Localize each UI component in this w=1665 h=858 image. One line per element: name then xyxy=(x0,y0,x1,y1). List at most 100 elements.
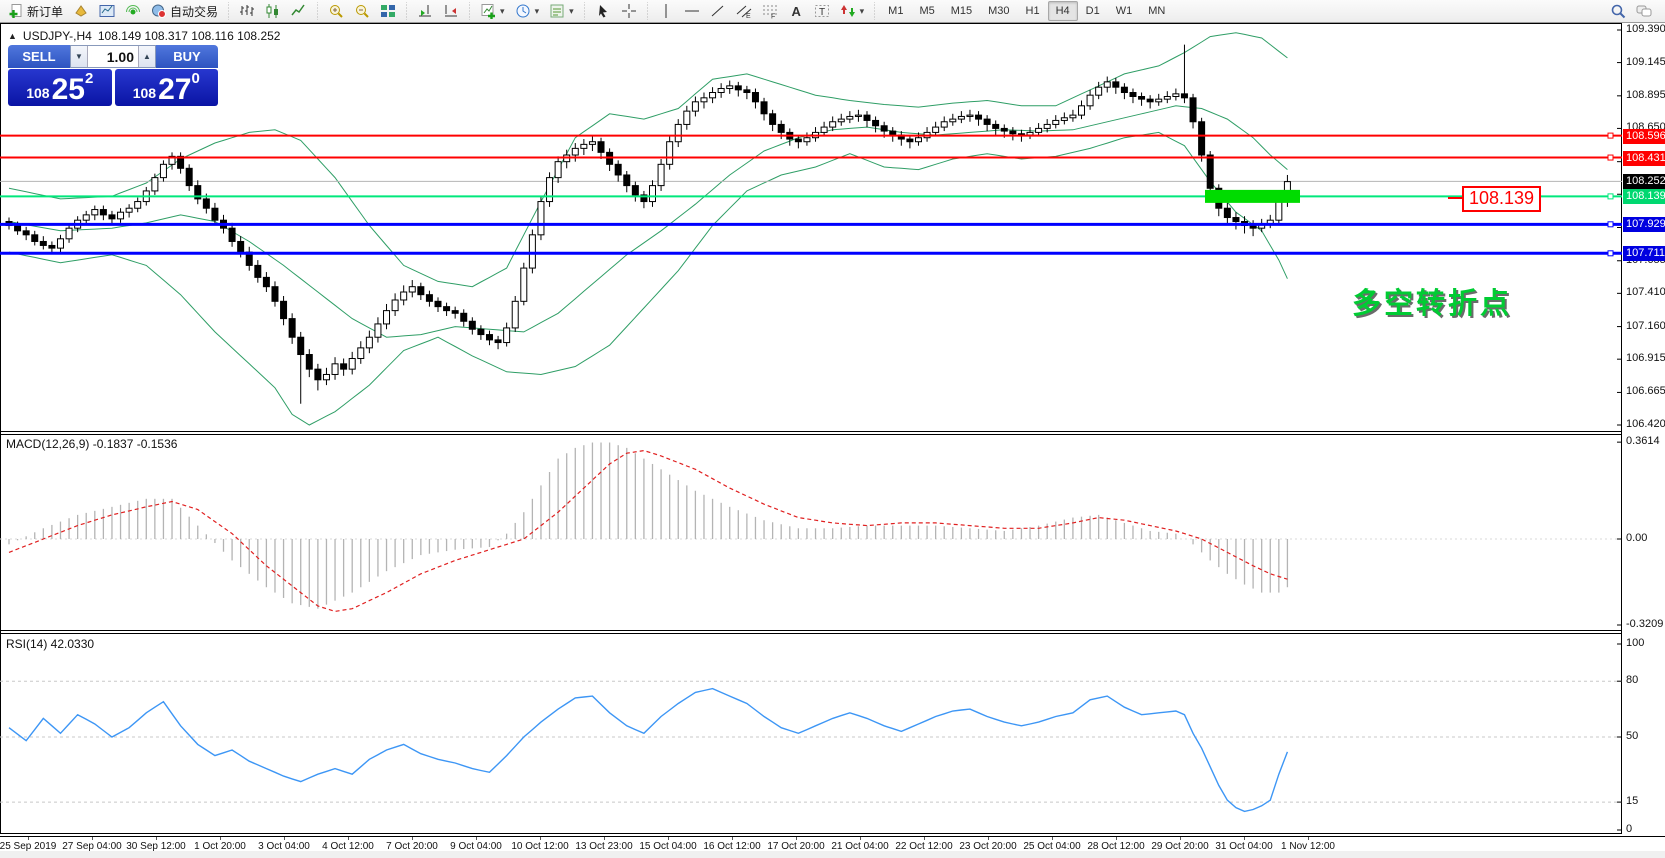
price-level-badge: 108.596 xyxy=(1623,128,1665,144)
periods-button[interactable]: ▾ xyxy=(510,1,545,21)
candle-body xyxy=(185,167,193,187)
timeframe-W1[interactable]: W1 xyxy=(1115,5,1133,17)
collapse-marker-icon[interactable]: ▲ xyxy=(8,31,17,41)
search-button[interactable] xyxy=(1605,1,1631,21)
time-axis-tick xyxy=(924,837,925,840)
price-axis-tick: 106.665 xyxy=(1626,385,1665,398)
line-chart-button[interactable] xyxy=(286,1,312,21)
text-icon: A xyxy=(791,4,801,19)
candle-body xyxy=(640,194,648,203)
crosshair-button[interactable] xyxy=(616,1,642,21)
chart-window-icon xyxy=(99,5,115,17)
sell-price-display[interactable]: 108 25 2 xyxy=(8,69,112,106)
candle-body xyxy=(571,147,579,156)
time-axis-label: 31 Oct 04:00 xyxy=(1215,841,1273,852)
level-endpoint-marker xyxy=(1607,221,1614,228)
candle-body xyxy=(391,299,399,312)
signal-icon xyxy=(126,5,141,15)
candle-body xyxy=(546,177,554,203)
price-tag-label[interactable]: 108.139 xyxy=(1462,186,1542,212)
timeframe-MN[interactable]: MN xyxy=(1148,5,1166,17)
candle-body xyxy=(1163,96,1171,100)
time-axis-tick xyxy=(860,837,861,840)
chart-window-button[interactable] xyxy=(94,1,120,21)
price-axis-tick: -0.3209 xyxy=(1626,618,1664,630)
toolbar-group: E F A T ▾ xyxy=(652,0,871,22)
auto-scroll-button[interactable] xyxy=(412,1,438,21)
candle-body xyxy=(177,155,185,169)
volume-input[interactable] xyxy=(88,46,138,67)
chart-canvas[interactable] xyxy=(0,23,1623,836)
svg-text:E: E xyxy=(746,13,751,19)
price-level-badge: 108.139 xyxy=(1623,189,1665,205)
horizontal-line-button[interactable] xyxy=(679,1,705,21)
bar-chart-button[interactable] xyxy=(234,1,260,21)
timeframe-H1[interactable]: H1 xyxy=(1025,5,1040,17)
chart-area[interactable] xyxy=(0,23,1623,836)
time-axis-label: 3 Oct 04:00 xyxy=(258,841,310,852)
arrows-button[interactable]: ▾ xyxy=(835,1,870,21)
highlight-zone xyxy=(1205,189,1300,203)
buy-button[interactable]: BUY xyxy=(156,45,218,68)
price-level-badge: 107.929 xyxy=(1623,217,1665,233)
timeframe-M5[interactable]: M5 xyxy=(919,5,935,17)
candle-body xyxy=(151,177,159,192)
templates-button[interactable]: ▾ xyxy=(544,1,579,21)
candle-body xyxy=(314,368,322,381)
price-axis[interactable]: 109.390109.145108.895108.650108.400108.1… xyxy=(1623,23,1665,836)
text-button[interactable]: A xyxy=(783,1,809,21)
timeframe-M15[interactable]: M15 xyxy=(950,5,973,17)
candle-body xyxy=(348,358,356,370)
volume-decrease-button[interactable]: ▼ xyxy=(71,46,88,67)
timeframe-D1[interactable]: D1 xyxy=(1085,5,1100,17)
candle-body xyxy=(14,225,22,232)
cursor-button[interactable] xyxy=(590,1,616,21)
candle-body xyxy=(237,240,245,253)
tile-windows-icon xyxy=(381,5,396,17)
fibonacci-button[interactable]: F xyxy=(757,1,783,21)
timeframe-M1[interactable]: M1 xyxy=(888,5,904,17)
sell-button[interactable]: SELL xyxy=(8,45,70,68)
autotrade-button[interactable]: 自动交易 xyxy=(146,1,223,21)
gold-button[interactable] xyxy=(68,1,94,21)
signal-button[interactable] xyxy=(120,1,146,21)
chat-button[interactable] xyxy=(1631,1,1657,21)
time-axis-label: 17 Oct 20:00 xyxy=(767,841,825,852)
toolbar-group xyxy=(589,0,643,22)
zoom-in-button[interactable] xyxy=(323,1,349,21)
candle-body xyxy=(949,118,957,123)
timeframe-H4[interactable]: H4 xyxy=(1047,1,1078,21)
candle-body xyxy=(1112,81,1120,88)
new-order-button[interactable]: 新订单 xyxy=(3,1,68,21)
text-label-button[interactable]: T xyxy=(809,1,835,21)
svg-text:T: T xyxy=(819,7,825,18)
timeframe-M30[interactable]: M30 xyxy=(988,5,1010,17)
time-axis-tick xyxy=(796,837,797,840)
candle-body xyxy=(726,85,734,90)
candle-body xyxy=(906,138,914,143)
candle-body xyxy=(400,291,408,301)
time-axis-tick xyxy=(540,837,541,840)
chart-note-text[interactable]: 多空转折点 xyxy=(1352,288,1513,320)
zoom-out-button[interactable] xyxy=(349,1,375,21)
time-axis-tick xyxy=(412,837,413,840)
dropdown-caret-icon: ▾ xyxy=(500,5,505,16)
time-axis-label: 16 Oct 12:00 xyxy=(703,841,761,852)
candle-chart-button[interactable] xyxy=(260,1,286,21)
channel-button[interactable]: E xyxy=(731,1,757,21)
time-axis-tick xyxy=(604,837,605,840)
candle-body xyxy=(108,214,116,220)
trendline-button[interactable] xyxy=(705,1,731,21)
chat-icon xyxy=(1636,5,1652,17)
volume-increase-button[interactable]: ▲ xyxy=(138,46,155,67)
vertical-line-button[interactable] xyxy=(653,1,679,21)
svg-text:A: A xyxy=(791,4,801,19)
sell-price-prefix: 108 xyxy=(26,85,50,101)
time-axis-tick xyxy=(1244,837,1245,840)
candle-body xyxy=(168,155,176,165)
chart-shift-button[interactable] xyxy=(438,1,464,21)
indicators-button[interactable]: ▾ xyxy=(475,1,510,21)
buy-price-display[interactable]: 108 27 0 xyxy=(114,69,218,106)
tile-windows-button[interactable] xyxy=(375,1,401,21)
search-icon xyxy=(1611,4,1626,19)
